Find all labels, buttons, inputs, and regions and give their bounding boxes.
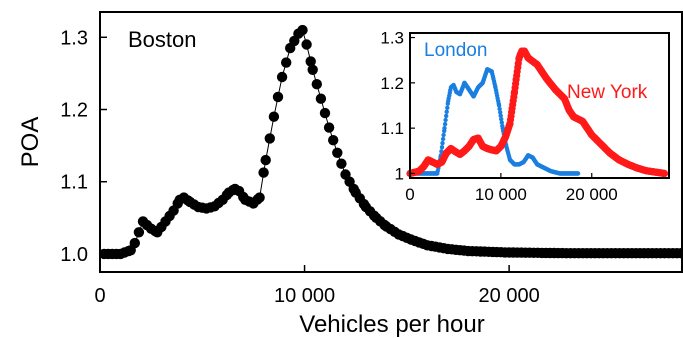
x-tick-label: 0 <box>94 285 105 307</box>
inset-x-tick-label: 0 <box>405 185 414 204</box>
main-plot: 0 10 000 20 000 1.0 1.1 1.2 1.3 Boston Vehicle… <box>17 11 683 338</box>
inset-plot: 0 10 000 20 000 1 1.1 1.2 1.3 London New York <box>380 29 670 204</box>
chart-title: Boston <box>128 27 197 52</box>
data-point <box>268 111 280 122</box>
data-point <box>319 107 331 119</box>
data-point <box>336 158 347 169</box>
data-point <box>315 93 327 104</box>
inset-series-new-york <box>406 47 669 178</box>
inset-y-tick-label: 1.3 <box>380 29 404 48</box>
data-point <box>301 39 312 50</box>
data-point <box>281 57 292 68</box>
data-point <box>276 71 288 83</box>
inset-data-point <box>442 121 448 127</box>
data-point <box>307 64 318 76</box>
data-point <box>258 167 269 178</box>
data-point <box>323 122 335 133</box>
inset-x-tick-label: 10 000 <box>475 185 527 204</box>
data-point <box>311 79 322 90</box>
inset-data-point <box>439 149 444 154</box>
inset-axes: 0 10 000 20 000 1 1.1 1.2 1.3 <box>380 29 617 204</box>
series-label-london: London <box>424 40 487 61</box>
inset-y-tick-label: 1.1 <box>380 119 404 138</box>
data-point <box>297 24 308 36</box>
inset-y-tick-label: 1 <box>395 164 404 183</box>
data-point <box>675 248 683 259</box>
inset-data-point <box>443 117 448 123</box>
x-tick-label: 10 000 <box>274 285 335 307</box>
main-plot-frame <box>99 11 683 273</box>
data-point <box>272 91 284 103</box>
inset-series-points <box>406 47 669 178</box>
x-tick-label: 20 000 <box>479 285 540 307</box>
data-point <box>260 154 271 166</box>
data-point <box>332 147 343 158</box>
inset-data-point <box>496 103 502 108</box>
x-axis-label: Vehicles per hour <box>299 311 484 338</box>
boston-series-points <box>98 24 683 260</box>
inset-plot-frame <box>409 32 670 179</box>
y-tick-label: 1.1 <box>60 172 88 194</box>
series-label-new-york: New York <box>567 82 648 103</box>
inset-data-point <box>575 171 581 176</box>
inset-data-point <box>660 169 669 178</box>
inset-data-point <box>441 132 446 138</box>
inset-data-point <box>440 136 446 142</box>
inset-data-point <box>444 113 449 119</box>
y-tick-label: 1.3 <box>60 27 88 49</box>
main-axes: 0 10 000 20 000 1.0 1.1 1.2 1.3 <box>60 27 540 307</box>
inset-data-point <box>498 113 503 118</box>
data-point <box>254 192 265 203</box>
data-point <box>264 133 275 144</box>
inset-data-point <box>498 110 503 115</box>
y-tick-label: 1.0 <box>60 244 88 266</box>
inset-data-point <box>444 109 449 115</box>
inset-y-tick-label: 1.2 <box>380 74 404 93</box>
inset-data-point <box>445 105 450 111</box>
inset-data-point <box>497 106 502 112</box>
inset-data-point <box>440 140 445 146</box>
inset-data-point <box>499 120 504 125</box>
inset-data-point <box>499 116 504 122</box>
data-point <box>133 227 145 238</box>
inset-data-point <box>439 145 445 150</box>
y-tick-label: 1.2 <box>60 100 88 122</box>
y-axis-label: POA <box>17 117 44 168</box>
inset-x-tick-label: 20 000 <box>566 185 618 204</box>
inset-data-point <box>442 126 447 131</box>
data-point <box>305 56 316 67</box>
data-point <box>328 135 339 146</box>
data-point <box>129 237 140 249</box>
